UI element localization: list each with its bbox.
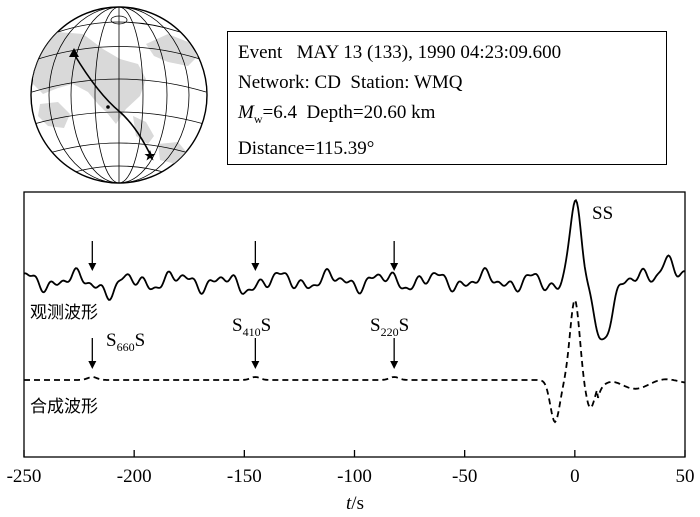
x-tick-label: -150: [227, 466, 262, 487]
synthetic-phase-arrow-icon: [251, 338, 260, 369]
x-tick-label: 50: [676, 466, 695, 487]
observed-phase-arrow-icon: [390, 241, 399, 271]
event-info-box: Event MAY 13 (133), 1990 04:23:09.600 Ne…: [227, 31, 667, 165]
phase-label-s660s: S660S: [106, 330, 145, 354]
x-axis-label: t/s: [346, 493, 364, 514]
x-tick-label: -100: [337, 466, 372, 487]
observed-waveform: [23, 198, 686, 341]
distance-line: Distance=115.39°: [238, 137, 375, 159]
phase-label-s410s: S410S: [232, 315, 271, 339]
x-axis: -250 -200 -150 -100 -50 0 50: [7, 450, 695, 487]
observed-phase-arrow-icon: [88, 241, 97, 271]
great-circle-path: [73, 53, 151, 155]
epicenter-star-icon: [144, 150, 156, 161]
synthetic-phase-arrow-icon: [390, 338, 399, 369]
station-code: WMQ: [413, 72, 463, 93]
series-label-observed: 观测波形: [30, 303, 98, 323]
synthetic-waveform: [24, 298, 686, 424]
x-tick-label: 0: [570, 466, 580, 487]
observed-phase-arrow-icon: [251, 241, 260, 271]
event-line: Event MAY 13 (133), 1990 04:23:09.600: [238, 42, 562, 63]
event-datetime: MAY 13 (133), 1990 04:23:09.600: [296, 42, 562, 63]
phase-label-s220s: S220S: [370, 315, 409, 339]
station-triangle-icon: [69, 48, 79, 57]
globe-map: [30, 6, 208, 184]
bounce-point-icon: [106, 105, 110, 109]
network-line: Network: CD Station: WMQ: [238, 72, 463, 93]
x-tick-label: -250: [7, 466, 42, 487]
x-tick-label: -200: [117, 466, 152, 487]
x-tick-label: -50: [452, 466, 477, 487]
synthetic-phase-arrow-icon: [88, 338, 97, 369]
plot-frame: [23, 191, 686, 458]
phase-arrows: [88, 241, 399, 369]
magnitude-line: Mw=6.4 Depth=20.60 km: [238, 102, 436, 126]
ss-label: SS: [592, 203, 613, 224]
depth-text: Depth=20.60 km: [306, 102, 436, 123]
magnitude-value: =6.4: [262, 102, 297, 123]
series-label-synthetic: 合成波形: [30, 397, 98, 417]
graticule: [31, 7, 207, 183]
network-code: CD: [314, 72, 341, 93]
